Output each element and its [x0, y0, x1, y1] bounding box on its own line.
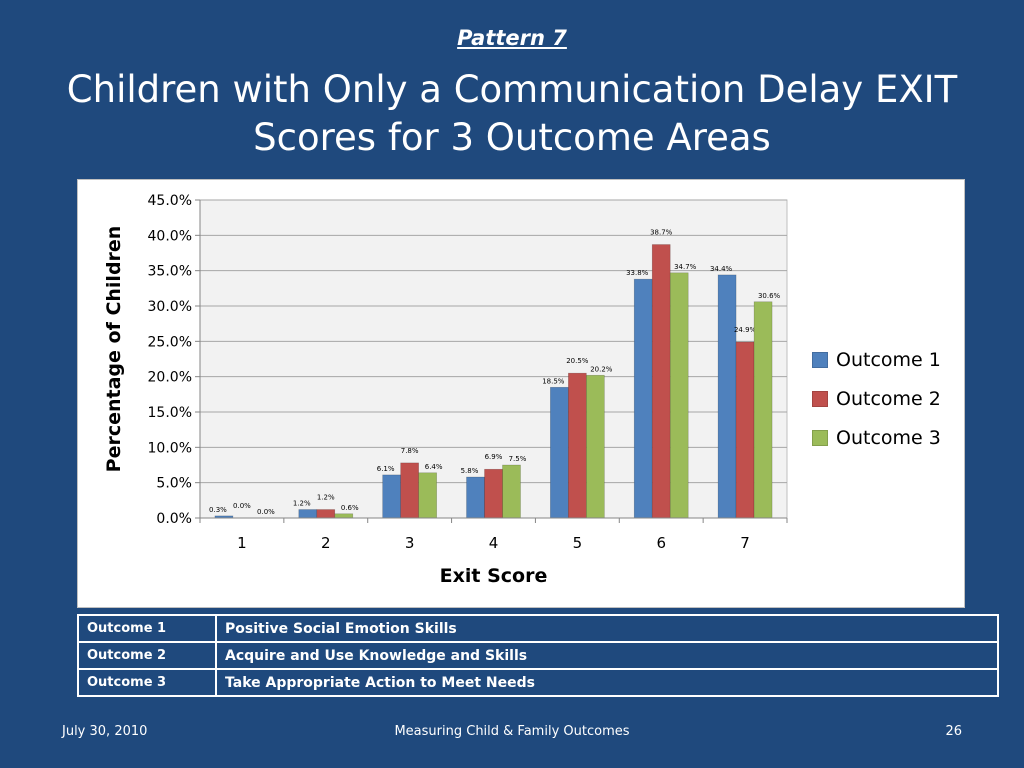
- data-label: 20.5%: [566, 357, 589, 365]
- x-tick-label: 4: [489, 534, 499, 552]
- data-label: 34.4%: [710, 265, 733, 273]
- bar-outcome-2: [568, 372, 587, 519]
- data-label: 1.2%: [317, 494, 335, 502]
- outcome-key: Outcome 2: [77, 641, 217, 670]
- table-row: Outcome 2 Acquire and Use Knowledge and …: [77, 641, 999, 670]
- footer-title: Measuring Child & Family Outcomes: [394, 724, 630, 739]
- y-axis-title: Percentage of Children: [103, 226, 125, 473]
- legend-swatch: [812, 390, 828, 407]
- x-tick-label: 1: [237, 534, 247, 552]
- legend-label: Outcome 2: [836, 387, 941, 410]
- pattern-label: Pattern 7: [457, 26, 567, 50]
- data-label: 18.5%: [542, 377, 565, 385]
- bar-outcome-3: [669, 272, 689, 519]
- y-tick-label: 10.0%: [148, 440, 192, 456]
- y-tick-label: 0.0%: [156, 511, 192, 527]
- y-tick-label: 45.0%: [148, 193, 192, 209]
- bar-outcome-2: [316, 509, 336, 519]
- legend-item-outcome-2: Outcome 2: [812, 379, 941, 418]
- data-label: 24.9%: [734, 326, 757, 334]
- outcome-description: Positive Social Emotion Skills: [215, 614, 999, 643]
- table-row: Outcome 3 Take Appropriate Action to Mee…: [77, 668, 999, 697]
- y-tick-label: 5.0%: [156, 476, 192, 492]
- outcome-key: Outcome 1: [77, 614, 217, 643]
- data-label: 1.2%: [293, 500, 311, 508]
- bar-outcome-3: [502, 464, 521, 519]
- bar-outcome-1: [717, 274, 737, 519]
- bar-outcome-1: [633, 278, 653, 519]
- data-label: 7.5%: [509, 455, 527, 463]
- legend-label: Outcome 3: [836, 426, 941, 449]
- bar-chart: 0.0%5.0%10.0%15.0%20.0%25.0%30.0%35.0%40…: [103, 193, 788, 587]
- y-tick-label: 35.0%: [148, 264, 192, 280]
- bar-outcome-1: [550, 386, 569, 519]
- chart-area: 0.0% 5.0% 10.0% 15.0% 20.0% 25.0% 30.0% 35.0% 40…: [77, 179, 965, 608]
- data-label: 0.0%: [257, 508, 275, 516]
- legend-item-outcome-3: Outcome 3: [812, 418, 941, 457]
- outcome-key: Outcome 3: [77, 668, 217, 697]
- y-tick-label: 25.0%: [148, 334, 192, 350]
- y-tick-label: 15.0%: [148, 405, 192, 421]
- data-label: 38.7%: [650, 229, 673, 237]
- x-tick-label: 5: [573, 534, 583, 552]
- bar-outcome-2: [400, 462, 419, 519]
- data-label: 6.1%: [377, 465, 395, 473]
- slide-title: Children with Only a Communication Delay…: [40, 66, 984, 162]
- bar-outcome-3: [334, 513, 354, 519]
- data-label: 6.9%: [485, 453, 503, 461]
- x-axis-title: Exit Score: [440, 565, 548, 587]
- x-tick-label: 6: [656, 534, 666, 552]
- legend-swatch: [812, 351, 828, 368]
- data-label: 0.0%: [233, 502, 251, 510]
- data-label: 20.2%: [590, 365, 613, 373]
- plot-area: [199, 199, 788, 519]
- chart-legend: Outcome 1 Outcome 2 Outcome 3: [812, 340, 941, 457]
- data-label: 5.8%: [461, 467, 479, 475]
- outcome-description: Take Appropriate Action to Meet Needs: [215, 668, 999, 697]
- bar-outcome-2: [735, 341, 755, 519]
- data-label: 30.6%: [758, 292, 781, 300]
- bar-outcome-3: [753, 301, 773, 519]
- slide-title-line2: Scores for 3 Outcome Areas: [253, 116, 771, 159]
- x-tick-label: 7: [740, 534, 750, 552]
- legend-swatch: [812, 429, 828, 446]
- y-tick-label: 40.0%: [148, 228, 192, 244]
- bar-outcome-1: [298, 509, 318, 519]
- y-tick-label: 30.0%: [148, 299, 192, 315]
- data-label: 0.6%: [341, 504, 359, 512]
- footer-date: July 30, 2010: [62, 724, 148, 739]
- data-label: 34.7%: [674, 263, 697, 271]
- bar-outcome-2: [484, 468, 503, 519]
- bar-outcome-2: [651, 244, 671, 519]
- x-tick-label: 2: [321, 534, 331, 552]
- footer-page-number: 26: [945, 724, 962, 739]
- y-tick-label: 20.0%: [148, 370, 192, 386]
- legend-item-outcome-1: Outcome 1: [812, 340, 941, 379]
- x-tick-label: 3: [405, 534, 415, 552]
- data-label: 0.3%: [209, 506, 227, 514]
- data-label: 7.8%: [401, 447, 419, 455]
- outcomes-table: Outcome 1 Positive Social Emotion Skills…: [77, 614, 999, 697]
- table-row: Outcome 1 Positive Social Emotion Skills: [77, 614, 999, 643]
- legend-label: Outcome 1: [836, 348, 941, 371]
- slide-title-line1: Children with Only a Communication Delay…: [66, 68, 958, 111]
- bar-outcome-1: [466, 476, 485, 519]
- data-label: 6.4%: [425, 463, 443, 471]
- data-label: 33.8%: [626, 269, 649, 277]
- outcome-description: Acquire and Use Knowledge and Skills: [215, 641, 999, 670]
- bar-outcome-3: [586, 374, 605, 519]
- bar-outcome-1: [382, 474, 401, 519]
- bar-outcome-3: [418, 472, 437, 519]
